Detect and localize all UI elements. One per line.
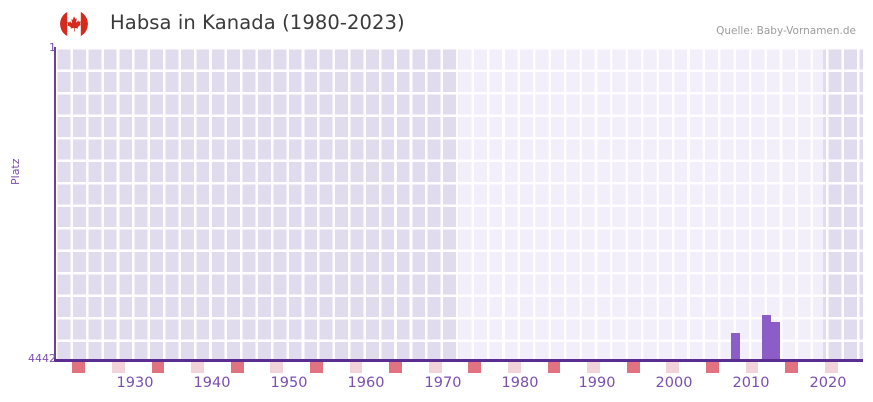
x-tick-block-minor bbox=[428, 362, 442, 373]
x-axis-tick-label: 2020 bbox=[809, 375, 847, 391]
bar-2017[interactable] bbox=[770, 322, 780, 360]
x-tick-block-minor bbox=[349, 362, 363, 373]
x-tick-block-major bbox=[389, 362, 403, 373]
x-tick-block-minor bbox=[270, 362, 284, 373]
x-axis-tick-label: 1990 bbox=[578, 375, 616, 391]
x-tick-block-minor bbox=[824, 362, 838, 373]
x-axis-tick-label: 1930 bbox=[116, 375, 154, 391]
plot-area bbox=[55, 47, 863, 360]
y-axis-line bbox=[54, 47, 56, 360]
x-tick-block-minor bbox=[508, 362, 521, 373]
x-tick-block-major bbox=[72, 362, 86, 373]
x-tick-block-major bbox=[785, 362, 799, 373]
chart-header: Habsa in Kanada (1980-2023) Quelle: Baby… bbox=[0, 0, 873, 46]
x-tick-block-major bbox=[468, 362, 482, 373]
x-tick-block-minor bbox=[587, 362, 601, 373]
y-axis-title: Platz bbox=[9, 158, 22, 185]
x-axis-tick-blocks bbox=[55, 362, 863, 373]
x-axis-tick-label: 1940 bbox=[193, 375, 231, 391]
x-axis-line bbox=[54, 359, 863, 362]
x-tick-block-minor bbox=[111, 362, 125, 373]
x-tick-block-major bbox=[310, 362, 323, 373]
x-axis-tick-label: 1970 bbox=[424, 375, 462, 391]
chart-source-label: Quelle: Baby-Vornamen.de bbox=[716, 25, 856, 37]
canada-flag-icon bbox=[60, 10, 88, 38]
bar-2016[interactable] bbox=[762, 315, 771, 360]
plot-grid-left-edge bbox=[55, 47, 57, 360]
x-axis-tick-label: 1950 bbox=[270, 375, 308, 391]
x-tick-block-major bbox=[706, 362, 719, 373]
x-axis-tick-label: 1960 bbox=[347, 375, 385, 391]
x-tick-block-major bbox=[626, 362, 640, 373]
x-tick-block-major bbox=[151, 362, 165, 373]
x-axis-tick-label: 2000 bbox=[655, 375, 693, 391]
x-tick-block-minor bbox=[191, 362, 204, 373]
x-axis-tick-label: 2010 bbox=[732, 375, 770, 391]
x-tick-block-minor bbox=[745, 362, 759, 373]
chart-title: Habsa in Kanada (1980-2023) bbox=[110, 11, 405, 34]
bar-2012[interactable] bbox=[731, 333, 740, 360]
bar-series-layer bbox=[55, 47, 863, 360]
y-axis-tick-bottom: 4442 bbox=[28, 352, 56, 365]
x-tick-block-minor bbox=[666, 362, 680, 373]
x-tick-block-major bbox=[547, 362, 561, 373]
y-axis-tick-top: 1 bbox=[49, 41, 56, 54]
plot-gridlines bbox=[55, 47, 863, 360]
x-axis-tick-label: 1980 bbox=[501, 375, 539, 391]
x-tick-block-major bbox=[230, 362, 244, 373]
